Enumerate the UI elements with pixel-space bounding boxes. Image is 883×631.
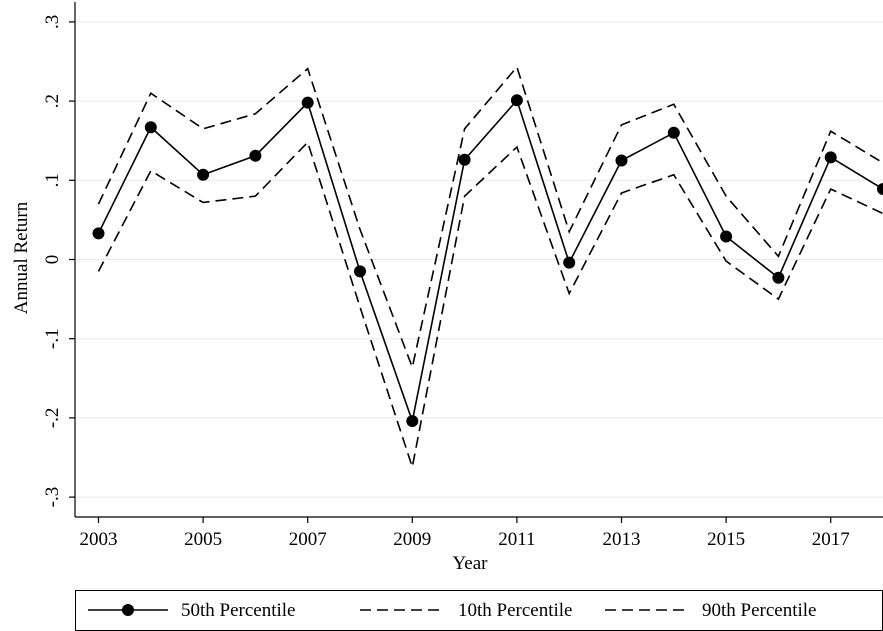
x-tick-label: 2005 <box>184 529 222 550</box>
x-tick-label: 2013 <box>603 529 641 550</box>
data-point <box>249 149 262 162</box>
legend-label: 10th Percentile <box>458 600 573 621</box>
data-point <box>877 183 883 196</box>
data-point <box>772 271 785 284</box>
legend-label: 90th Percentile <box>702 600 817 621</box>
y-tick-label: .3 <box>42 15 63 29</box>
y-tick-label: .1 <box>42 173 63 187</box>
data-point <box>667 126 680 139</box>
y-tick-label: 0 <box>42 255 63 265</box>
series-layer <box>92 65 883 471</box>
data-point <box>824 151 837 164</box>
x-tick-label: 2017 <box>812 529 850 550</box>
data-point <box>720 230 733 243</box>
data-point <box>354 265 366 278</box>
data-point <box>92 227 105 240</box>
grid-lines <box>76 21 883 498</box>
y-tick-label: -.1 <box>42 328 63 349</box>
legend-marker <box>122 604 134 616</box>
data-point <box>458 153 471 166</box>
data-point <box>197 168 210 181</box>
series-3 <box>97 65 883 371</box>
x-tick-label: 2003 <box>80 529 118 550</box>
data-point <box>563 256 576 269</box>
series-line <box>97 98 883 425</box>
series-2 <box>97 140 883 471</box>
data-point <box>510 94 523 107</box>
x-axis-ticks: 2003 2005 2007 2009 2011 2013 2015 2017 <box>80 517 850 550</box>
x-axis-label: Year <box>452 553 488 574</box>
data-point <box>144 121 157 134</box>
series-1 <box>92 94 883 428</box>
data-point <box>301 96 314 109</box>
data-point <box>406 415 419 428</box>
y-axis-ticks: -.3 -.2 -.1 0 .1 .2 .3 <box>42 15 75 508</box>
legend-label: 50th Percentile <box>181 600 296 621</box>
y-tick-label: .2 <box>42 94 63 108</box>
legend: 50th Percentile 10th Percentile 90th Perce… <box>75 590 883 631</box>
x-tick-label: 2011 <box>498 529 535 550</box>
y-tick-label: -.3 <box>42 487 63 508</box>
series-line-dashed <box>97 140 883 471</box>
y-tick-label: -.2 <box>42 408 63 429</box>
y-axis-label: Annual Return <box>11 201 32 314</box>
x-tick-label: 2009 <box>393 529 431 550</box>
x-tick-label: 2015 <box>707 529 745 550</box>
x-tick-label: 2007 <box>289 529 327 550</box>
series-line-dashed <box>97 65 883 371</box>
data-point <box>615 154 628 167</box>
